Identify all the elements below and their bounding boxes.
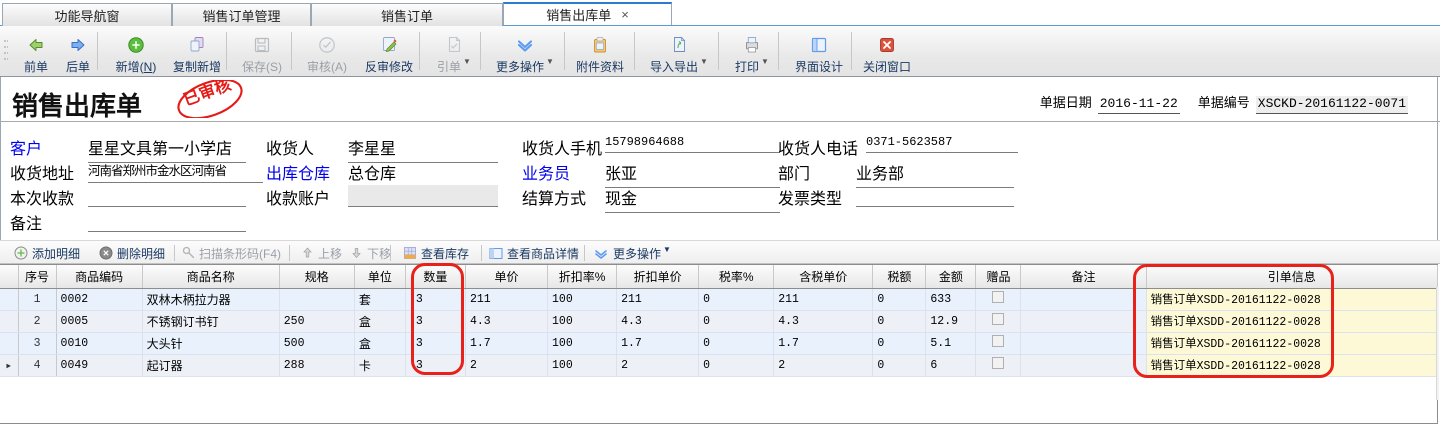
svg-text:已审核: 已审核: [181, 80, 234, 109]
